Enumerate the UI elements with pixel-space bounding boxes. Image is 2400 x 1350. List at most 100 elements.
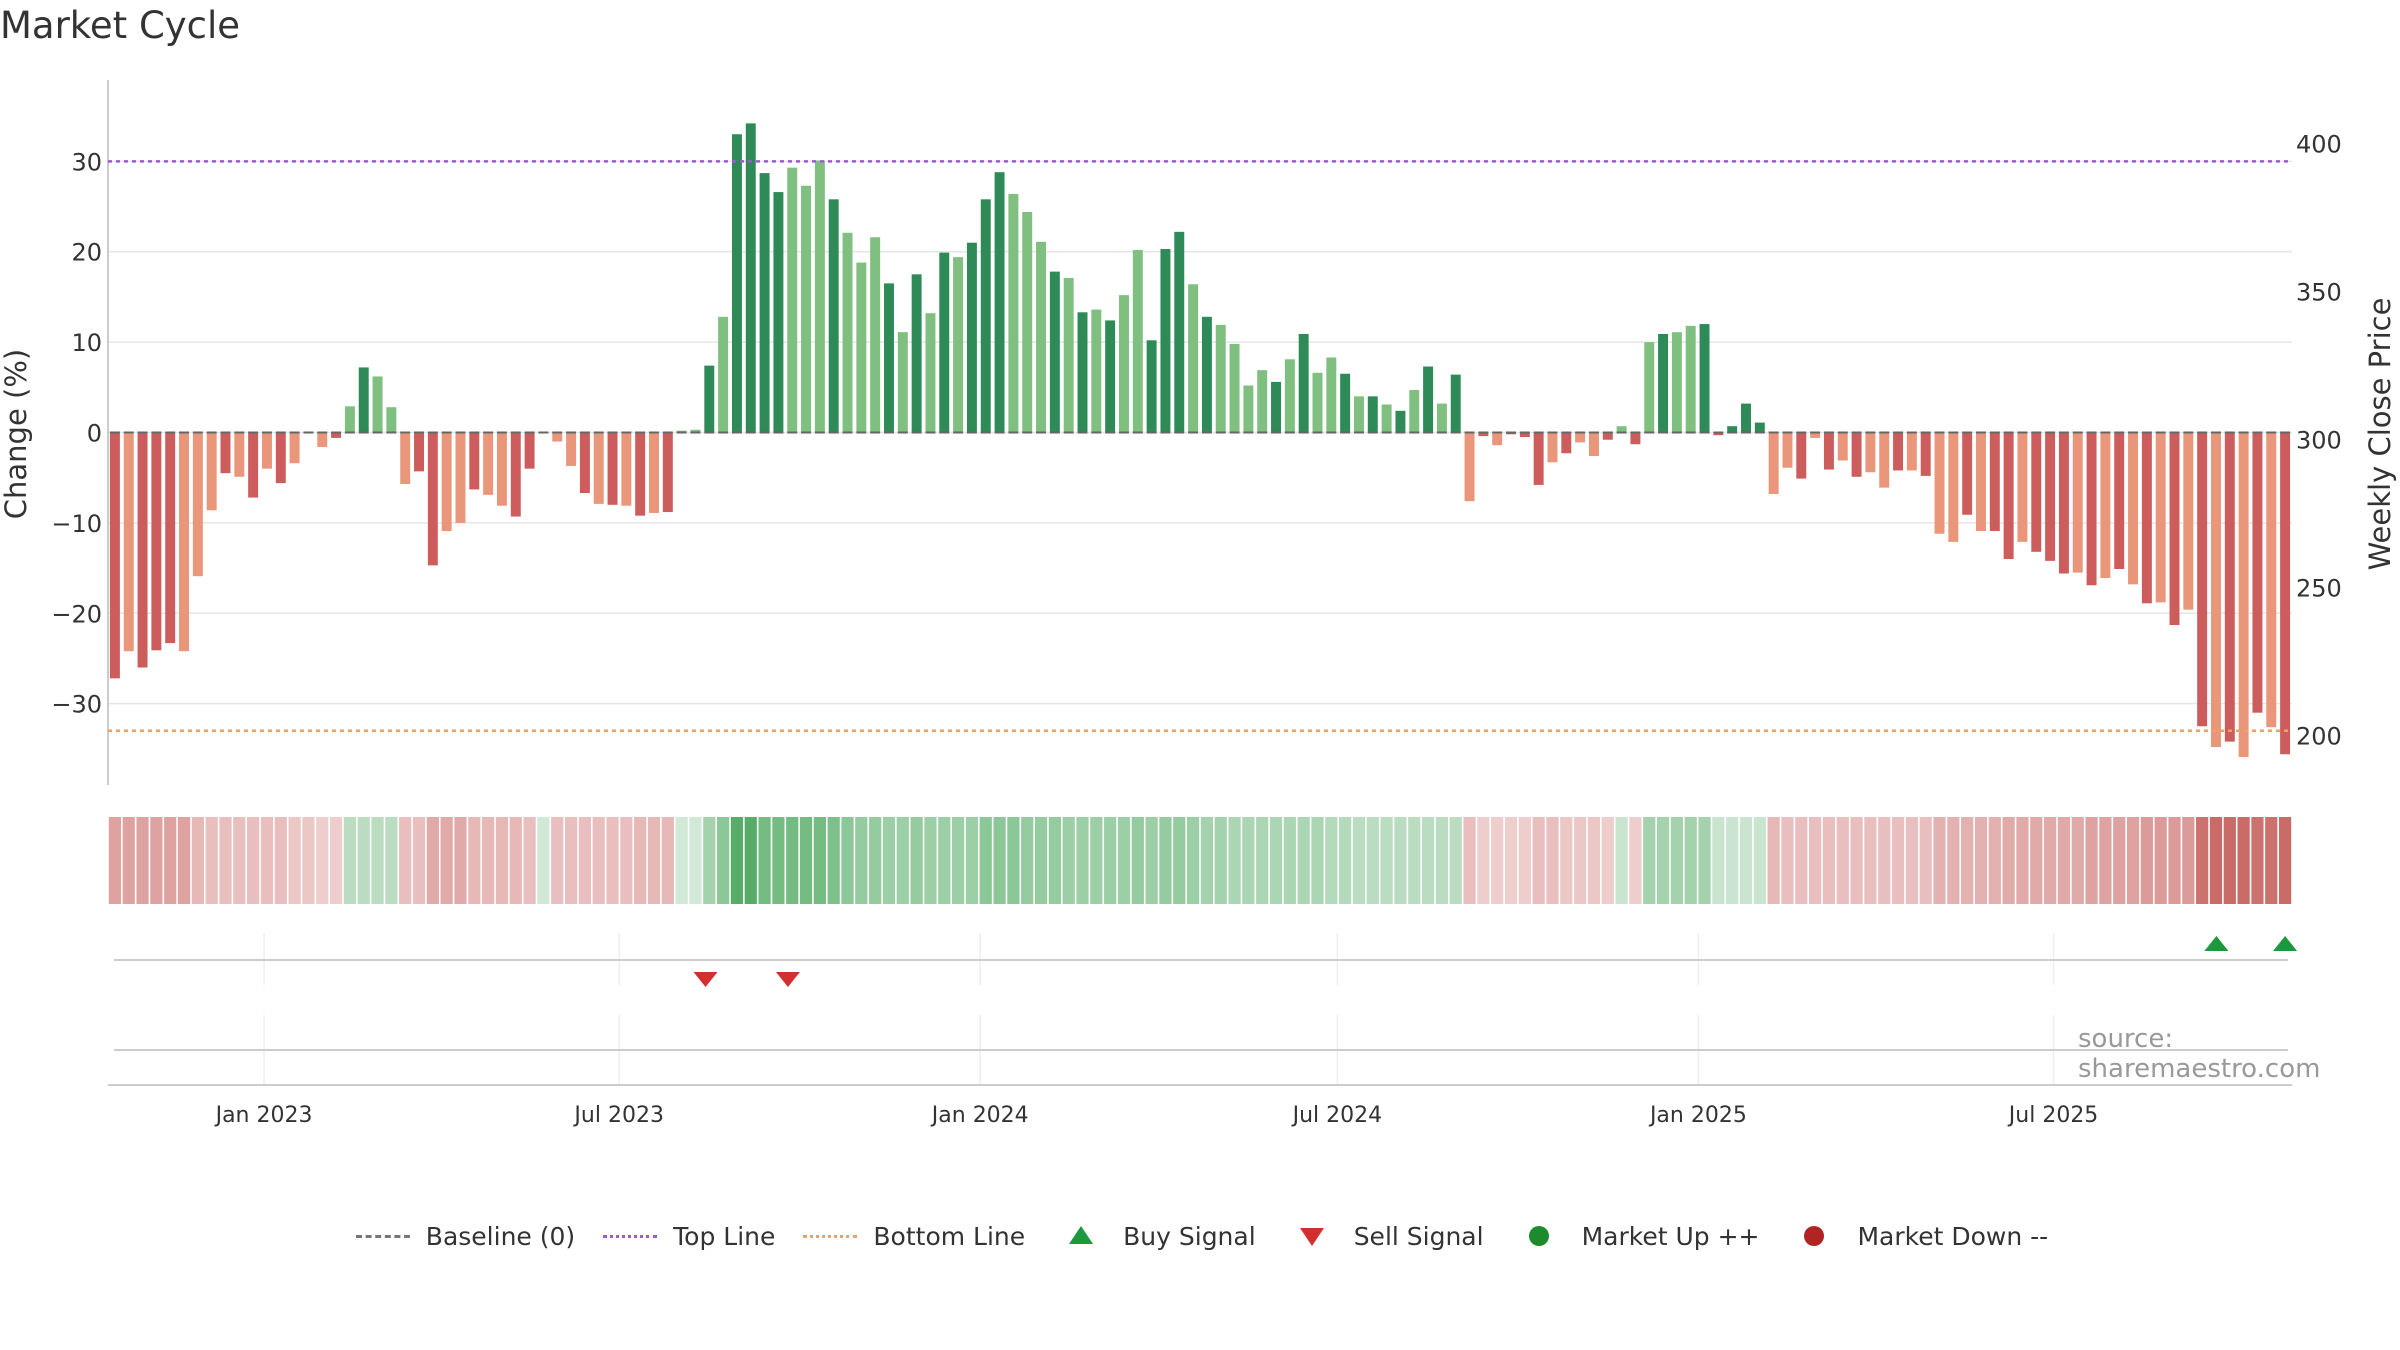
y-axis-label: Change (%) xyxy=(0,349,33,519)
heat-cell xyxy=(1656,817,1670,904)
heat-cell xyxy=(896,817,909,904)
change-bar xyxy=(2280,432,2291,755)
heat-cell xyxy=(509,817,522,904)
heat-cell xyxy=(730,817,744,904)
change-bar xyxy=(884,283,894,433)
change-bar xyxy=(289,432,300,464)
x-tick-label: Jan 2023 xyxy=(214,1103,313,1128)
heat-cell xyxy=(786,817,799,904)
change-bar xyxy=(759,173,770,433)
change-bar xyxy=(1381,404,1392,433)
change-bar xyxy=(1118,295,1129,433)
legend-item-bottom-line[interactable]: Bottom Line xyxy=(799,1222,1025,1251)
heat-cell xyxy=(1034,817,1048,904)
time-axis: Jan 2023 Jul 2023 Jan 2024 Jul 2024 Jan 2025… xyxy=(108,1084,2292,1128)
y2-tick-label: 300 xyxy=(2296,426,2342,454)
heat-cell xyxy=(1283,817,1296,904)
change-bar xyxy=(220,432,231,474)
heat-cell xyxy=(564,817,578,904)
change-bar xyxy=(649,432,659,513)
change-bar xyxy=(2058,432,2069,574)
change-bar xyxy=(704,365,715,433)
change-bar xyxy=(496,432,507,506)
heat-cell xyxy=(979,817,992,904)
bottom-line-swatch-icon xyxy=(799,1226,861,1246)
heat-cell xyxy=(371,817,384,904)
y2-axis-label: Weekly Close Price xyxy=(2363,298,2397,571)
heat-cell xyxy=(813,817,826,904)
heat-cell xyxy=(703,817,716,904)
change-bar xyxy=(441,432,452,532)
change-bar xyxy=(966,242,977,433)
change-bar xyxy=(1146,340,1157,433)
heat-cell xyxy=(1380,817,1393,904)
heat-cell xyxy=(951,817,965,904)
heat-cell xyxy=(592,817,605,904)
sell-signal-marker xyxy=(693,972,718,987)
legend-item-baseline[interactable]: Baseline (0) xyxy=(352,1222,575,1251)
heat-cell xyxy=(1809,817,1822,904)
change-bar xyxy=(1671,332,1682,433)
y-tick-label: 0 xyxy=(87,420,102,448)
legend-item-market-up[interactable]: Market Up ++ xyxy=(1508,1222,1759,1251)
change-bar xyxy=(994,172,1005,433)
heat-cell xyxy=(1104,817,1117,904)
heat-cell xyxy=(606,817,619,904)
heat-cell xyxy=(1352,817,1366,904)
heat-cell xyxy=(1850,817,1863,904)
change-bar xyxy=(469,432,480,490)
heat-cell xyxy=(689,817,702,904)
change-bar xyxy=(1174,231,1185,433)
change-bar xyxy=(1948,432,1959,542)
heat-cell xyxy=(164,817,177,904)
change-bar xyxy=(1989,432,2000,532)
heat-cell xyxy=(1421,817,1435,904)
change-bar xyxy=(566,432,577,466)
y2-tick-label: 400 xyxy=(2296,130,2342,158)
heat-cell xyxy=(316,817,329,904)
x-tick-label: Jan 2025 xyxy=(1648,1103,1747,1128)
change-bar xyxy=(1188,284,1199,433)
y2-tick-label: 250 xyxy=(2296,574,2342,602)
heat-cell xyxy=(1090,817,1103,904)
change-bar xyxy=(386,407,397,433)
heat-cell xyxy=(1629,817,1642,904)
heat-cell xyxy=(882,817,896,904)
heat-cell xyxy=(2126,817,2140,904)
heat-cell xyxy=(2002,817,2015,904)
y2-tick-label: 200 xyxy=(2296,722,2342,750)
heat-cell xyxy=(758,817,771,904)
heat-cell xyxy=(620,817,633,904)
change-bar xyxy=(1699,324,1710,433)
heat-cell xyxy=(2085,817,2098,904)
heat-cell xyxy=(1891,817,1905,904)
heat-cell xyxy=(537,817,550,904)
change-bar xyxy=(151,432,162,651)
change-bar xyxy=(1409,390,1420,433)
change-bar xyxy=(1049,271,1060,433)
change-bar xyxy=(980,199,991,433)
heat-cell xyxy=(827,817,840,904)
change-bar xyxy=(2210,432,2221,748)
change-bar xyxy=(524,432,535,469)
change-bar xyxy=(1962,432,1973,515)
change-bar xyxy=(234,432,245,477)
tick-labels: 30 20 10 0 −10 −20 −30 400 350 300 250 200 xyxy=(51,130,2341,750)
red-dot-icon xyxy=(1783,1226,1845,1246)
legend-item-sell-signal[interactable]: Sell Signal xyxy=(1280,1222,1484,1251)
change-bar xyxy=(1575,432,1586,443)
legend-item-buy-signal[interactable]: Buy Signal xyxy=(1049,1222,1256,1251)
legend-item-top-line[interactable]: Top Line xyxy=(599,1222,775,1251)
change-bar xyxy=(2100,432,2111,579)
heat-cell xyxy=(1698,817,1711,904)
change-bar xyxy=(2238,432,2249,757)
heat-cell xyxy=(2223,817,2236,904)
heat-cell xyxy=(1795,817,1808,904)
change-bar xyxy=(552,432,563,442)
legend-label-baseline: Baseline (0) xyxy=(425,1221,576,1251)
legend-item-market-down[interactable]: Market Down -- xyxy=(1783,1222,2048,1251)
heat-cell xyxy=(1269,817,1283,904)
change-bar xyxy=(2266,432,2277,728)
change-bar xyxy=(1340,373,1351,433)
heat-cell xyxy=(1021,817,1034,904)
